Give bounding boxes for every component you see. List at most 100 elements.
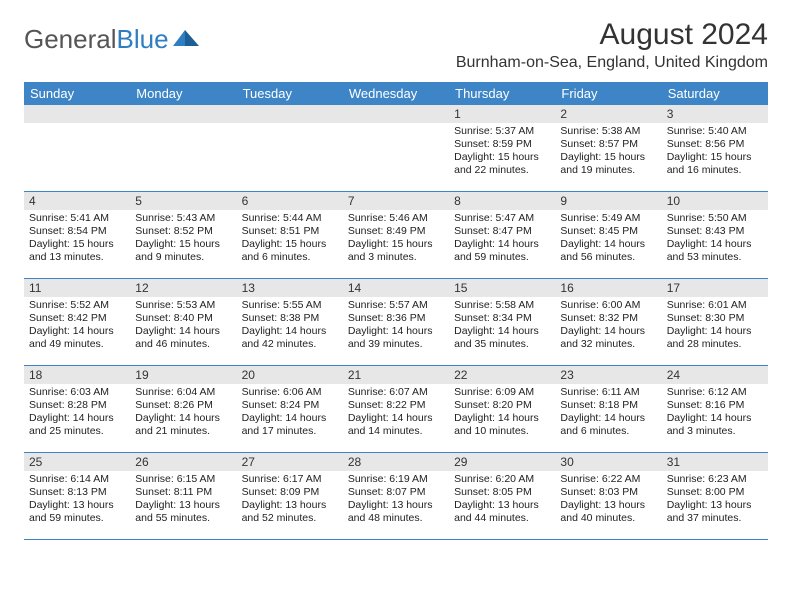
calendar-cell <box>343 105 449 191</box>
sunrise-line: Sunrise: 6:04 AM <box>135 386 231 399</box>
calendar-cell: 16Sunrise: 6:00 AMSunset: 8:32 PMDayligh… <box>555 279 661 365</box>
day-number: 7 <box>343 192 449 210</box>
sunrise-line: Sunrise: 5:37 AM <box>454 125 550 138</box>
day-details: Sunrise: 6:20 AMSunset: 8:05 PMDaylight:… <box>449 471 555 530</box>
brand-logo: GeneralBlue <box>24 24 201 55</box>
day-number: 29 <box>449 453 555 471</box>
day-number: 3 <box>662 105 768 123</box>
day-number: 15 <box>449 279 555 297</box>
day-number: 17 <box>662 279 768 297</box>
sunrise-line: Sunrise: 5:38 AM <box>560 125 656 138</box>
calendar-cell: 31Sunrise: 6:23 AMSunset: 8:00 PMDayligh… <box>662 453 768 539</box>
calendar-header-row: SundayMondayTuesdayWednesdayThursdayFrid… <box>24 82 768 105</box>
day-number: 21 <box>343 366 449 384</box>
calendar-cell: 24 Sunrise: 6:12 AMSunset: 8:16 PMDayligh… <box>662 366 768 452</box>
sunset-line: Sunset: 8:03 PM <box>560 486 656 499</box>
day-details <box>130 123 236 183</box>
daylight-line: Daylight: 14 hours and 3 minutes. <box>667 412 763 438</box>
day-number: 31 <box>662 453 768 471</box>
day-number: 30 <box>555 453 661 471</box>
calendar-cell: 19Sunrise: 6:04 AMSunset: 8:26 PMDayligh… <box>130 366 236 452</box>
calendar-header-cell: Friday <box>555 82 661 105</box>
sunrise-line: Sunrise: 6:06 AM <box>242 386 338 399</box>
daylight-line: Daylight: 15 hours and 6 minutes. <box>242 238 338 264</box>
sunrise-line: Sunrise: 5:46 AM <box>348 212 444 225</box>
calendar-header-cell: Saturday <box>662 82 768 105</box>
day-number: 24 <box>662 366 768 384</box>
day-details: Sunrise: 6:15 AMSunset: 8:11 PMDaylight:… <box>130 471 236 530</box>
day-details: Sunrise: 5:44 AMSunset: 8:51 PMDaylight:… <box>237 210 343 269</box>
calendar-cell: 1Sunrise: 5:37 AMSunset: 8:59 PMDaylight… <box>449 105 555 191</box>
sunrise-line: Sunrise: 6:22 AM <box>560 473 656 486</box>
sunrise-line: Sunrise: 5:53 AM <box>135 299 231 312</box>
sunset-line: Sunset: 8:09 PM <box>242 486 338 499</box>
day-number: 11 <box>24 279 130 297</box>
day-number: 22 <box>449 366 555 384</box>
daylight-line: Daylight: 15 hours and 19 minutes. <box>560 151 656 177</box>
sunset-line: Sunset: 8:24 PM <box>242 399 338 412</box>
sunset-line: Sunset: 8:20 PM <box>454 399 550 412</box>
calendar-row: 11Sunrise: 5:52 AMSunset: 8:42 PMDayligh… <box>24 279 768 366</box>
day-details: Sunrise: 6:01 AMSunset: 8:30 PMDaylight:… <box>662 297 768 356</box>
calendar-cell: 3Sunrise: 5:40 AMSunset: 8:56 PMDaylight… <box>662 105 768 191</box>
daylight-line: Daylight: 14 hours and 35 minutes. <box>454 325 550 351</box>
day-details: Sunrise: 5:50 AMSunset: 8:43 PMDaylight:… <box>662 210 768 269</box>
calendar-cell: 8Sunrise: 5:47 AMSunset: 8:47 PMDaylight… <box>449 192 555 278</box>
day-details: Sunrise: 6:03 AMSunset: 8:28 PMDaylight:… <box>24 384 130 443</box>
sunrise-line: Sunrise: 5:49 AM <box>560 212 656 225</box>
header: GeneralBlue August 2024 Burnham-on-Sea, … <box>24 18 768 72</box>
daylight-line: Daylight: 14 hours and 46 minutes. <box>135 325 231 351</box>
day-details: Sunrise: 5:41 AMSunset: 8:54 PMDaylight:… <box>24 210 130 269</box>
month-title: August 2024 <box>456 18 768 52</box>
day-details: Sunrise: 6:23 AMSunset: 8:00 PMDaylight:… <box>662 471 768 530</box>
sunset-line: Sunset: 8:28 PM <box>29 399 125 412</box>
daylight-line: Daylight: 14 hours and 6 minutes. <box>560 412 656 438</box>
calendar-row: 18Sunrise: 6:03 AMSunset: 8:28 PMDayligh… <box>24 366 768 453</box>
sunrise-line: Sunrise: 6:07 AM <box>348 386 444 399</box>
day-number: 2 <box>555 105 661 123</box>
day-number: 10 <box>662 192 768 210</box>
day-details: Sunrise: 6:04 AMSunset: 8:26 PMDaylight:… <box>130 384 236 443</box>
calendar-cell: 26Sunrise: 6:15 AMSunset: 8:11 PMDayligh… <box>130 453 236 539</box>
day-number: 4 <box>24 192 130 210</box>
calendar-header-cell: Wednesday <box>343 82 449 105</box>
sunrise-line: Sunrise: 5:50 AM <box>667 212 763 225</box>
calendar-cell: 5Sunrise: 5:43 AMSunset: 8:52 PMDaylight… <box>130 192 236 278</box>
sunrise-line: Sunrise: 6:19 AM <box>348 473 444 486</box>
calendar-cell <box>130 105 236 191</box>
daylight-line: Daylight: 14 hours and 17 minutes. <box>242 412 338 438</box>
sunrise-line: Sunrise: 6:12 AM <box>667 386 763 399</box>
day-number: 5 <box>130 192 236 210</box>
calendar-cell: 10Sunrise: 5:50 AMSunset: 8:43 PMDayligh… <box>662 192 768 278</box>
day-details <box>237 123 343 183</box>
sunset-line: Sunset: 8:43 PM <box>667 225 763 238</box>
day-number: 13 <box>237 279 343 297</box>
calendar-cell: 20Sunrise: 6:06 AMSunset: 8:24 PMDayligh… <box>237 366 343 452</box>
day-details: Sunrise: 6:14 AMSunset: 8:13 PMDaylight:… <box>24 471 130 530</box>
calendar-row: 4Sunrise: 5:41 AMSunset: 8:54 PMDaylight… <box>24 192 768 279</box>
sunrise-line: Sunrise: 6:00 AM <box>560 299 656 312</box>
calendar-cell: 28Sunrise: 6:19 AMSunset: 8:07 PMDayligh… <box>343 453 449 539</box>
sunset-line: Sunset: 8:16 PM <box>667 399 763 412</box>
day-details: Sunrise: 6:22 AMSunset: 8:03 PMDaylight:… <box>555 471 661 530</box>
brand-word-1: General <box>24 24 117 55</box>
page: GeneralBlue August 2024 Burnham-on-Sea, … <box>0 0 792 550</box>
sunset-line: Sunset: 8:07 PM <box>348 486 444 499</box>
calendar-cell: 23Sunrise: 6:11 AMSunset: 8:18 PMDayligh… <box>555 366 661 452</box>
day-number <box>130 105 236 123</box>
sunset-line: Sunset: 8:57 PM <box>560 138 656 151</box>
calendar-cell: 2 Sunrise: 5:38 AMSunset: 8:57 PMDaylight… <box>555 105 661 191</box>
calendar-cell: 29Sunrise: 6:20 AMSunset: 8:05 PMDayligh… <box>449 453 555 539</box>
daylight-line: Daylight: 13 hours and 44 minutes. <box>454 499 550 525</box>
brand-mark-icon <box>173 24 201 55</box>
sunset-line: Sunset: 8:49 PM <box>348 225 444 238</box>
calendar-cell: 6Sunrise: 5:44 AMSunset: 8:51 PMDaylight… <box>237 192 343 278</box>
day-number: 26 <box>130 453 236 471</box>
day-details: Sunrise: 6:19 AMSunset: 8:07 PMDaylight:… <box>343 471 449 530</box>
calendar-cell: 12Sunrise: 5:53 AMSunset: 8:40 PMDayligh… <box>130 279 236 365</box>
calendar-cell: 17Sunrise: 6:01 AMSunset: 8:30 PMDayligh… <box>662 279 768 365</box>
daylight-line: Daylight: 14 hours and 56 minutes. <box>560 238 656 264</box>
daylight-line: Daylight: 14 hours and 39 minutes. <box>348 325 444 351</box>
day-details: Sunrise: 6:06 AMSunset: 8:24 PMDaylight:… <box>237 384 343 443</box>
day-number: 12 <box>130 279 236 297</box>
